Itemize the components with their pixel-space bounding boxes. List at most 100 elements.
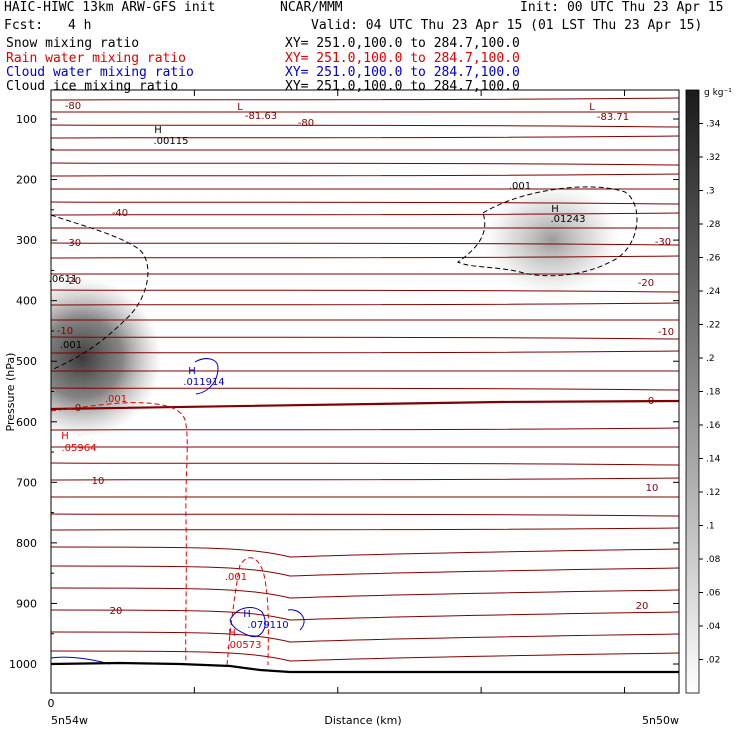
valid-time: Valid: 04 UTC Thu 23 Apr 15 (01 LST Thu … [311, 18, 703, 33]
contour-annotation: .011914 [183, 377, 224, 388]
temperature-label: 20 [110, 606, 123, 617]
colorbar-tick-label: .02 [706, 656, 720, 666]
fcst-label: Fcst: [4, 18, 44, 33]
contour-annotation: .05964 [62, 443, 97, 454]
colorbar-ticks: .02 .04 .06 .08 .1 .12 .14 .16 .18 .2 .22 .24 .26 .28… [699, 120, 721, 666]
isotherm [51, 546, 679, 558]
isotherm [51, 650, 679, 662]
colorbar-tick-label: .18 [706, 388, 721, 398]
isotherm [51, 336, 679, 340]
y-tick-label: 600 [16, 416, 37, 429]
y-tick-label: 400 [16, 295, 37, 308]
init-time: Init: 00 UTC Thu 23 Apr 15 [520, 0, 724, 15]
isotherm [51, 162, 679, 166]
contour-annotation: L [237, 102, 243, 113]
temperature-label: -80 [65, 101, 81, 112]
cloud-ice-contour-right [457, 186, 638, 277]
org-label: NCAR/MMM [280, 0, 343, 15]
x-axis-title: Distance (km) [324, 714, 401, 727]
temperature-label: -20 [65, 276, 81, 287]
colorbar [685, 89, 700, 694]
colorbar-tick-label: .14 [706, 455, 721, 465]
contour-annotation: H [154, 125, 162, 136]
contour-annotation: .001 [509, 181, 531, 192]
isotherm [51, 587, 679, 599]
isotherm [51, 173, 679, 177]
isotherm [51, 427, 679, 431]
field-snow-name: Snow mixing ratio [6, 36, 140, 51]
colorbar-tick-label: .1 [706, 522, 715, 532]
field-cloudwater-name: Cloud water mixing ratio [6, 65, 194, 80]
y-tick-label: 900 [16, 597, 37, 610]
snow-max-right [482, 182, 622, 298]
contour-annotation: .00573 [227, 640, 262, 651]
temperature-label: -20 [638, 278, 654, 289]
x-axis [50, 90, 626, 693]
colorbar-unit: g kg⁻¹ [704, 88, 732, 98]
y-tick-label: 1000 [9, 658, 37, 671]
contour-annotation: .079110 [247, 620, 288, 631]
contour-annotation: L [589, 102, 595, 113]
isotherm [51, 97, 679, 101]
isotherm [51, 565, 679, 577]
contour-annotation: .01243 [551, 214, 586, 225]
temperature-label: -10 [658, 327, 674, 338]
isotherm [51, 387, 679, 391]
x-right-location: 5n50w [642, 714, 679, 727]
isotherm [51, 513, 679, 517]
field-cloudwater-xy: XY= 251.0,100.0 to 284.7,100.0 [285, 65, 520, 80]
temperature-label: 10 [646, 483, 659, 494]
y-tick-label: 700 [16, 476, 37, 489]
isotherm [51, 462, 679, 466]
isotherm [51, 135, 679, 139]
isotherm [51, 527, 679, 531]
colorbar-tick-label: .24 [706, 287, 721, 297]
temperature-label: -40 [112, 208, 128, 219]
x-left-location: 5n54w [51, 714, 88, 727]
isotherm [51, 242, 679, 246]
isotherm [51, 201, 679, 205]
temperature-label: -81.63 [245, 111, 277, 122]
colorbar-tick-label: .3 [706, 187, 715, 197]
colorbar-tick-label: .2 [706, 354, 715, 364]
title: HAIC-HIWC 13km ARW-GFS init [4, 0, 216, 15]
isotherm [51, 350, 679, 354]
isotherm [51, 289, 679, 293]
field-rain-name: Rain water mixing ratio [6, 51, 187, 66]
y-axis-title: Pressure (hPa) [4, 353, 17, 432]
temperature-label: -30 [65, 238, 81, 249]
snow-shading [51, 182, 622, 438]
field-rain-xy: XY= 251.0,100.0 to 284.7,100.0 [285, 51, 520, 66]
contour-annotation: .0611 [49, 274, 78, 285]
zero-isotherm [50, 399, 680, 411]
contour-annotation: H [61, 431, 69, 442]
field-snow-xy: XY= 251.0,100.0 to 284.7,100.0 [285, 36, 520, 51]
contour-annotation: .00115 [154, 136, 189, 147]
isotherm [51, 255, 679, 259]
colorbar-tick-label: .22 [706, 321, 720, 331]
temperature-label: -83.71 [597, 112, 629, 123]
y-tick-label: 500 [16, 355, 37, 368]
isotherm [51, 477, 679, 481]
contour-annotation: H [188, 366, 196, 377]
rain-contour-left [50, 402, 188, 666]
temperature-label: -80 [298, 118, 314, 129]
temperature-label: -10 [57, 326, 73, 337]
surface-line [50, 661, 679, 674]
temperature-label: 10 [92, 476, 105, 487]
isotherm [51, 124, 679, 128]
isotherm [51, 631, 679, 643]
colorbar-tick-label: .16 [706, 421, 721, 431]
contour-labels: -80 -81.63 -80 -83.71 -40 -30 -30 -20 -20 -10 -10 0… [49, 101, 674, 651]
cloud-water-contour-low1 [229, 607, 266, 638]
temperature-label: 0 [648, 396, 654, 407]
isotherm [51, 302, 679, 306]
y-tick-label: 300 [16, 234, 37, 247]
temperature-label: 20 [636, 601, 649, 612]
y-tick-label: 200 [16, 174, 37, 187]
fcst-value: 4 h [68, 18, 92, 33]
temperature-contours [51, 97, 679, 662]
isotherm [51, 609, 679, 621]
temperature-label: -30 [655, 237, 671, 248]
